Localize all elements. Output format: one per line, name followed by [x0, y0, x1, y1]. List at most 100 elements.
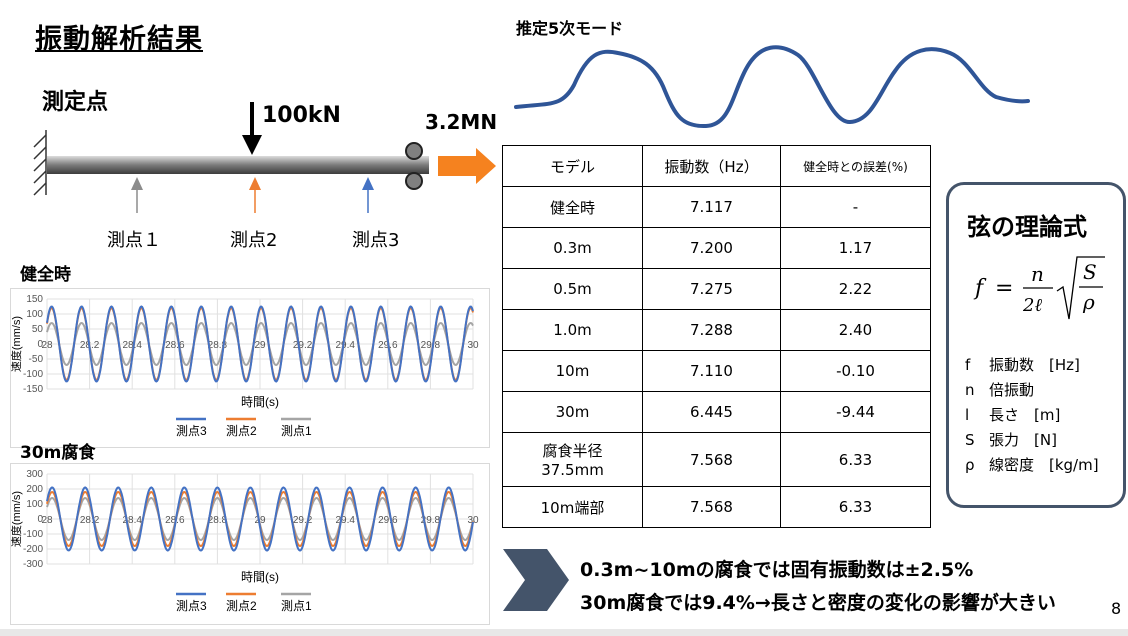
point2-label: 測点2	[230, 230, 278, 251]
x-tick-label: 28.8	[208, 340, 228, 351]
cell-freq: 7.200	[642, 227, 781, 269]
definition-text: 倍振動	[989, 381, 1035, 399]
conclusion-line2: 30m腐食では9.4%→長さと密度の変化の影響が大きい	[580, 592, 1056, 614]
cell-error: -9.44	[780, 391, 931, 433]
y-tick-label: -100	[23, 529, 43, 540]
definition-text: 張力 [N]	[989, 431, 1057, 449]
mode-curve	[514, 45, 1030, 129]
load-label: 100kN	[262, 103, 341, 128]
string-formula: f = n 2ℓ S ρ	[973, 256, 1105, 320]
legend-label: 測点1	[281, 599, 312, 613]
x-tick-label: 28.8	[208, 515, 228, 526]
y-tick-label: 150	[26, 294, 43, 305]
x-tick-label: 29.8	[421, 515, 441, 526]
chart-corroded-30m: 300 200 100 0 -100 -200 -300 28 28.2 28.4 28.6 28.8…	[9, 463, 490, 625]
cell-error: 1.17	[780, 227, 931, 269]
tension-label: 3.2MN	[425, 110, 498, 134]
y-tick-label: -50	[29, 354, 44, 365]
y-tick-label: -100	[23, 369, 43, 380]
roller-bottom	[405, 172, 423, 190]
fixed-support	[33, 130, 47, 196]
y-tick-label: 0	[37, 514, 43, 525]
header-frequency: 振動数（Hz）	[642, 145, 781, 187]
beam	[47, 156, 429, 174]
definition-row: f 振動数 [Hz]	[965, 353, 1099, 378]
formula-rho: ρ	[1082, 290, 1095, 314]
y-tick-label: 300	[26, 469, 43, 480]
cell-error: 2.22	[780, 268, 931, 310]
definition-row: n 倍振動	[965, 378, 1099, 403]
series-line	[46, 305, 474, 383]
cell-model: 10m	[502, 350, 643, 392]
legend-label: 測点2	[226, 424, 257, 438]
y-tick-label: -200	[23, 544, 43, 555]
point3-arrow	[362, 177, 374, 213]
cell-freq: 7.110	[642, 350, 781, 392]
page-number: 8	[1111, 599, 1122, 618]
cell-model-line2: 37.5mm	[541, 461, 604, 479]
cell-model: 腐食半径 37.5mm	[502, 432, 643, 487]
definition-symbol: ρ	[965, 456, 975, 474]
cell-model-line1: 腐食半径	[542, 442, 603, 460]
cell-error: 2.40	[780, 309, 931, 351]
y-tick-label: 0	[37, 339, 43, 350]
x-tick-label: 30	[467, 515, 479, 526]
mode-title: 推定5次モード	[516, 19, 624, 38]
x-tick-label: 28.4	[122, 515, 142, 526]
definition-symbol: n	[965, 381, 975, 399]
cell-error: -0.10	[780, 350, 931, 392]
y-tick-label: 50	[32, 324, 44, 335]
cell-error: -	[780, 186, 931, 228]
cell-error: 6.33	[780, 432, 931, 487]
cell-model: 0.3m	[502, 227, 643, 269]
header-error: 健全時との誤差(%)	[780, 145, 931, 187]
formula-card-title: 弦の理論式	[967, 213, 1087, 241]
x-tick-label: 28.4	[122, 340, 142, 351]
cell-freq: 7.568	[642, 432, 781, 487]
measure-points-heading: 測定点	[42, 90, 109, 115]
slide-title: 振動解析結果	[35, 24, 203, 55]
definition-text: 線密度 [kg/m]	[989, 456, 1099, 474]
x-tick-label: 30	[467, 340, 479, 351]
legend-label: 測点3	[176, 599, 207, 613]
cell-model: 0.5m	[502, 268, 643, 310]
x-axis-label: 時間(s)	[241, 570, 279, 584]
x-tick-label: 28.2	[80, 515, 100, 526]
definition-row: ρ 線密度 [kg/m]	[965, 453, 1099, 478]
y-axis-label: 速度(mm/s)	[11, 491, 23, 547]
header-model: モデル	[502, 145, 643, 187]
point1-label: 測点１	[107, 230, 161, 251]
x-tick-label: 29.2	[293, 515, 313, 526]
series-line	[46, 486, 474, 552]
cell-freq: 7.288	[642, 309, 781, 351]
x-tick-label: 29	[254, 515, 266, 526]
y-tick-label: 200	[26, 484, 43, 495]
cell-freq: 7.568	[642, 486, 781, 528]
formula-sqrt	[1056, 256, 1105, 320]
mode-shape	[514, 45, 1030, 129]
cell-error: 6.33	[780, 486, 931, 528]
definition-symbol: l	[965, 406, 970, 424]
formula-equals: =	[995, 276, 1013, 301]
y-axis-label: 速度(mm/s)	[11, 316, 23, 372]
chart2-heading: 30m腐食	[20, 443, 96, 463]
definition-text: 振動数 [Hz]	[989, 356, 1080, 374]
definition-row: l 長さ [m]	[965, 403, 1099, 428]
definition-text: 長さ [m]	[989, 406, 1061, 424]
x-axis-label: 時間(s)	[241, 395, 279, 409]
beam-diagram	[33, 102, 429, 213]
x-tick-label: 29.8	[421, 340, 441, 351]
x-tick-label: 28	[41, 340, 53, 351]
y-tick-label: 100	[26, 499, 43, 510]
formula-f: f	[973, 276, 987, 301]
cell-model: 1.0m	[502, 309, 643, 351]
legend-label: 測点1	[281, 424, 312, 438]
roller-top	[405, 142, 423, 160]
point1-arrow	[131, 177, 143, 213]
point3-label: 測点3	[352, 230, 400, 251]
x-tick-label: 28.6	[165, 340, 185, 351]
formula-2l: 2ℓ	[1022, 295, 1042, 316]
chart-healthy: 150 100 50 0 -50 -100 -150 28 28.2 28.4 28.6 28.8 29…	[9, 288, 490, 448]
definition-symbol: f	[965, 356, 971, 374]
